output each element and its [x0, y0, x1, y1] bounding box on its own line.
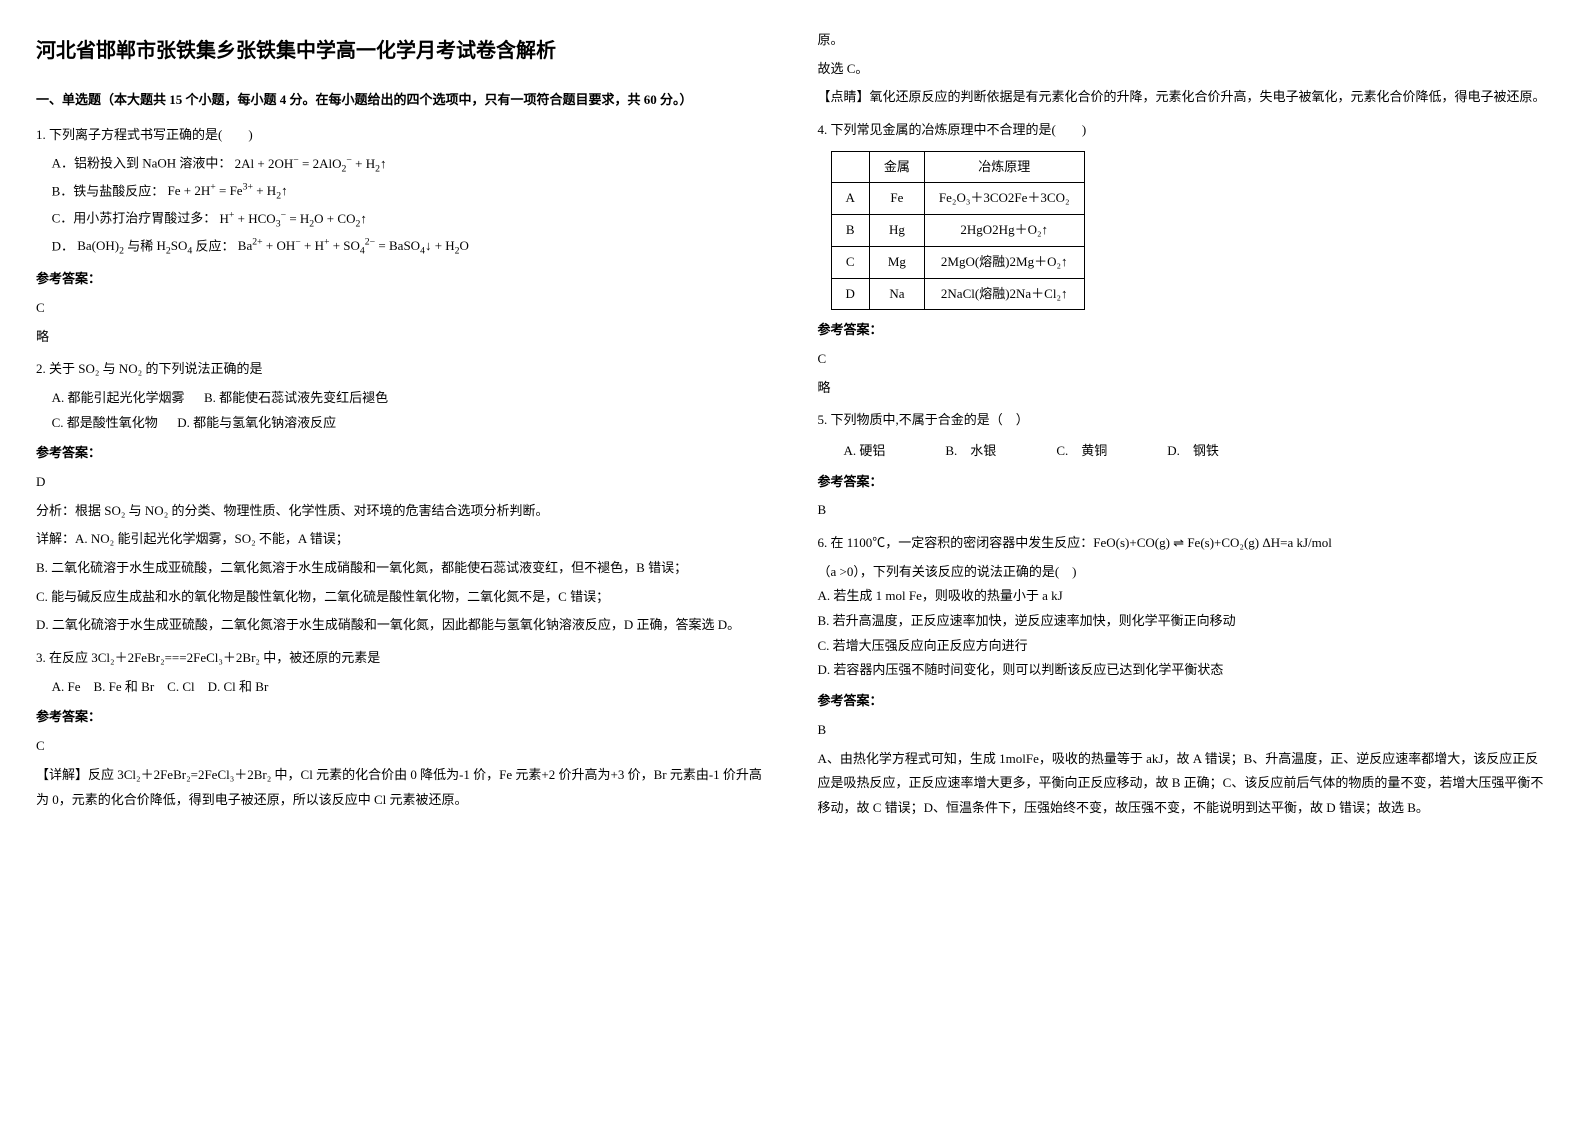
q6-opt-a: A. 若生成 1 mol Fe，则吸收的热量小于 a kJ [818, 584, 1552, 609]
q4-cell-key: A [831, 183, 869, 215]
q2-stem: 2. 关于 SO₂ 与 NO₂ 的下列说法正确的是 [36, 357, 770, 382]
q4-brief: 略 [818, 376, 1552, 401]
q2-detail-c: C. 能与碱反应生成盐和水的氧化物是酸性氧化物，二氧化硫是酸性氧化物，二氧化氮不… [36, 585, 770, 610]
q5-answer: B [818, 498, 1552, 523]
q1-opt-d-mid: 与稀 [127, 238, 156, 253]
q1-opt-b: B．铁与盐酸反应： Fe + 2H+ = Fe3+ + H2↑ [52, 179, 770, 206]
q6-stem-1: 6. 在 1100℃，一定容积的密闭容器中发生反应：FeO(s)+CO(g) ⇌… [818, 531, 1552, 556]
q4-answer-label: 参考答案： [818, 318, 1552, 343]
q3-stem: 3. 在反应 3Cl₂＋2FeBr₂===2FeCl₃＋2Br₂ 中，被还原的元… [36, 646, 770, 671]
q2-row-ab: A. 都能引起光化学烟雾 B. 都能使石蕊试液先变红后褪色 [36, 386, 770, 411]
q2-answer-label: 参考答案： [36, 441, 770, 466]
q4-cell-key: C [831, 246, 869, 278]
q2-opt-c: C. 都是酸性氧化物 [52, 415, 158, 430]
q1-opt-a: A．铝粉投入到 NaOH 溶液中： 2Al + 2OH− = 2AlO2− + … [52, 151, 770, 178]
q1-opt-d: D． Ba(OH)2 与稀 H2SO4 反应： Ba2+ + OH− + H+ … [52, 234, 770, 261]
q5-answer-label: 参考答案： [818, 470, 1552, 495]
q3-answer-label: 参考答案： [36, 705, 770, 730]
q5-stem: 5. 下列物质中,不属于合金的是（ ） [818, 408, 1552, 433]
detail-label: 详解： [36, 531, 75, 546]
table-row: A Fe Fe₂O₃＋3CO2Fe＋3CO₂ [831, 183, 1084, 215]
q4-cell-principle: 2NaCl(熔融)2Na＋Cl₂↑ [924, 278, 1084, 310]
q3-tip-text: 氧化还原反应的判断依据是有元素化合价的升降，元素化合价升高，失电子被氧化，元素化… [870, 89, 1546, 104]
q5-opt-d: D. 钢铁 [1167, 439, 1219, 464]
q4-cell-principle: Fe₂O₃＋3CO2Fe＋3CO₂ [924, 183, 1084, 215]
q4-cell-principle: 2HgO2Hg＋O₂↑ [924, 215, 1084, 247]
q3-detail-text: 反应 3Cl₂＋2FeBr₂=2FeCl₃＋2Br₂ 中，Cl 元素的化合价由 … [36, 767, 762, 807]
q4-cell-metal: Na [869, 278, 924, 310]
q4-answer: C [818, 347, 1552, 372]
q4-stem: 4. 下列常见金属的冶炼原理中不合理的是( ) [818, 118, 1552, 143]
q1-opt-d-mid2: 反应： [196, 238, 235, 253]
detail-label-2: 【详解】 [36, 767, 88, 782]
q1-answer: C [36, 296, 770, 321]
q6-detail: A、由热化学方程式可知，生成 1molFe，吸收的热量等于 akJ，故 A 错误… [818, 747, 1552, 821]
q6-stem-2: （a >0），下列有关该反应的说法正确的是( ) [818, 560, 1552, 585]
table-row: 金属 冶炼原理 [831, 151, 1084, 183]
q1-opt-b-prefix: B．铁与盐酸反应： [52, 183, 165, 198]
q2-detail-d: D. 二氧化硫溶于水生成亚硫酸，二氧化氮溶于水生成硝酸和一氧化氮，因此都能与氢氧… [36, 613, 770, 638]
q4-th-metal: 金属 [869, 151, 924, 183]
q4-cell-metal: Fe [869, 183, 924, 215]
q5-opt-a: A. 硬铝 [844, 439, 886, 464]
q2-opt-b: B. 都能使石蕊试液先变红后褪色 [204, 390, 388, 405]
q3-tip: 【点睛】氧化还原反应的判断依据是有元素化合价的升降，元素化合价升高，失电子被氧化… [818, 85, 1552, 110]
q4-table: 金属 冶炼原理 A Fe Fe₂O₃＋3CO2Fe＋3CO₂ B Hg 2HgO… [831, 151, 1085, 310]
analysis-label: 分析： [36, 503, 75, 518]
q1-opt-c: C．用小苏打治疗胃酸过多： H+ + HCO3− = H2O + CO2↑ [52, 206, 770, 233]
q2-row-cd: C. 都是酸性氧化物 D. 都能与氢氧化钠溶液反应 [36, 411, 770, 436]
q5-opt-b: B. 水银 [945, 439, 996, 464]
q3-detail-tail-pre: 原。 [818, 28, 1552, 53]
q1-opt-d-r2: H2SO4 [157, 238, 193, 253]
q4-th-blank [831, 151, 869, 183]
table-row: D Na 2NaCl(熔融)2Na＋Cl₂↑ [831, 278, 1084, 310]
q2-detail-a-text: A. NO₂ 能引起光化学烟雾，SO₂ 不能，A 错误； [75, 531, 349, 546]
q2-answer: D [36, 470, 770, 495]
q1-answer-label: 参考答案： [36, 267, 770, 292]
q2-opt-a: A. 都能引起光化学烟雾 [52, 390, 185, 405]
q1-opt-b-eq: Fe + 2H+ = Fe3+ + H2↑ [168, 183, 288, 198]
q1-opt-c-prefix: C．用小苏打治疗胃酸过多： [52, 211, 217, 226]
q2-detail-b: B. 二氧化硫溶于水生成亚硫酸，二氧化氮溶于水生成硝酸和一氧化氮，都能使石蕊试液… [36, 556, 770, 581]
q4-cell-metal: Hg [869, 215, 924, 247]
q1-opt-d-eq: Ba2+ + OH− + H+ + SO42− = BaSO4↓ + H2O [238, 238, 469, 253]
q4-th-principle: 冶炼原理 [924, 151, 1084, 183]
table-row: B Hg 2HgO2Hg＋O₂↑ [831, 215, 1084, 247]
q1-opt-d-prefix: D． [52, 238, 74, 253]
q1-opt-a-eq: 2Al + 2OH− = 2AlO2− + H2↑ [235, 156, 387, 171]
q1-brief: 略 [36, 325, 770, 350]
q1-opt-c-eq: H+ + HCO3− = H2O + CO2↑ [220, 211, 367, 226]
q3-opts: A. Fe B. Fe 和 Br C. Cl D. Cl 和 Br [52, 675, 770, 700]
q4-cell-key: B [831, 215, 869, 247]
q6-answer: B [818, 718, 1552, 743]
tip-label: 【点睛】 [818, 89, 870, 104]
q5-opt-c: C. 黄铜 [1056, 439, 1107, 464]
q1-opt-d-r1: Ba(OH)2 [77, 238, 124, 253]
q6-opt-d: D. 若容器内压强不随时间变化，则可以判断该反应已达到化学平衡状态 [818, 658, 1552, 683]
q4-cell-key: D [831, 278, 869, 310]
q3-detail: 【详解】反应 3Cl₂＋2FeBr₂=2FeCl₃＋2Br₂ 中，Cl 元素的化… [36, 763, 770, 812]
q2-analysis: 分析：根据 SO₂ 与 NO₂ 的分类、物理性质、化学性质、对环境的危害结合选项… [36, 499, 770, 524]
q3-answer: C [36, 734, 770, 759]
q1-opt-a-prefix: A．铝粉投入到 NaOH 溶液中： [52, 156, 232, 171]
q6-answer-label: 参考答案： [818, 689, 1552, 714]
q1-stem: 1. 下列离子方程式书写正确的是( ) [36, 123, 770, 148]
q2-opt-d: D. 都能与氢氧化钠溶液反应 [177, 415, 336, 430]
q4-cell-metal: Mg [869, 246, 924, 278]
q2-analysis-text: 根据 SO₂ 与 NO₂ 的分类、物理性质、化学性质、对环境的危害结合选项分析判… [75, 503, 548, 518]
q5-options: A. 硬铝 B. 水银 C. 黄铜 D. 钢铁 [844, 439, 1552, 464]
exam-title: 河北省邯郸市张铁集乡张铁集中学高一化学月考试卷含解析 [36, 32, 770, 70]
q4-cell-principle: 2MgO(熔融)2Mg＋O₂↑ [924, 246, 1084, 278]
table-row: C Mg 2MgO(熔融)2Mg＋O₂↑ [831, 246, 1084, 278]
q6-opt-c: C. 若增大压强反应向正反应方向进行 [818, 634, 1552, 659]
q6-opt-b: B. 若升高温度，正反应速率加快，逆反应速率加快，则化学平衡正向移动 [818, 609, 1552, 634]
q2-detail-a: 详解：A. NO₂ 能引起光化学烟雾，SO₂ 不能，A 错误； [36, 527, 770, 552]
q3-detail-tail: 故选 C。 [818, 57, 1552, 82]
section-1-heading: 一、单选题（本大题共 15 个小题，每小题 4 分。在每小题给出的四个选项中，只… [36, 88, 770, 113]
